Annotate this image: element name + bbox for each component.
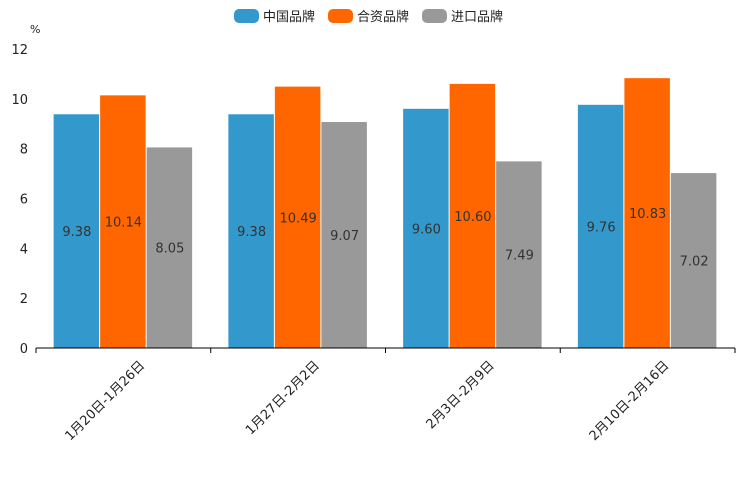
bar-value-label: 7.02 bbox=[680, 255, 709, 270]
bar-value-label: 9.07 bbox=[330, 229, 359, 244]
y-axis-unit-label: % bbox=[30, 23, 40, 36]
bar-value-label: 9.38 bbox=[237, 225, 266, 240]
bar bbox=[228, 114, 274, 348]
y-axis: 0 2 4 6 8 10 12 bbox=[11, 43, 28, 357]
bar-value-label: 10.60 bbox=[454, 210, 491, 225]
bar-value-label: 7.49 bbox=[505, 249, 534, 264]
legend-label[interactable]: 中国品牌 bbox=[263, 9, 315, 25]
y-tick-label: 8 bbox=[20, 143, 28, 158]
x-category-label: 1月27日-2月2日 bbox=[243, 358, 323, 438]
bar-value-label: 9.38 bbox=[62, 225, 91, 240]
bar bbox=[321, 122, 367, 349]
bar bbox=[449, 83, 496, 348]
bar-value-label: 9.76 bbox=[587, 220, 616, 235]
legend-label[interactable]: 合资品牌 bbox=[357, 9, 409, 25]
bar-value-label: 9.60 bbox=[412, 222, 441, 237]
y-tick-label: 6 bbox=[20, 193, 28, 208]
y-tick-label: 2 bbox=[20, 292, 28, 307]
bar bbox=[403, 108, 449, 348]
bars-group: 9.38 10.14 8.05 9.38 10.49 9.07 9.60 10.60 7.49 9… bbox=[53, 78, 717, 349]
legend-swatch[interactable] bbox=[422, 9, 447, 23]
bar-value-label: 10.49 bbox=[280, 211, 317, 226]
y-tick-label: 10 bbox=[11, 93, 28, 108]
bar bbox=[146, 147, 193, 348]
x-category-label: 1月20日-1月26日 bbox=[62, 358, 148, 444]
bar-value-label: 8.05 bbox=[155, 242, 184, 257]
bar bbox=[577, 104, 624, 349]
y-tick-label: 0 bbox=[20, 342, 28, 357]
bar bbox=[53, 114, 100, 348]
bar-value-label: 10.83 bbox=[629, 207, 666, 222]
bar bbox=[496, 161, 542, 348]
bar-value-label: 10.14 bbox=[105, 216, 142, 231]
legend: 中国品牌 合资品牌 进口品牌 bbox=[234, 9, 503, 25]
bar bbox=[274, 86, 321, 348]
x-axis: 1月20日-1月26日 1月27日-2月2日 2月3日-2月9日 2月10日-2月16… bbox=[35, 347, 736, 444]
legend-label[interactable]: 进口品牌 bbox=[451, 9, 503, 25]
x-category-label: 2月3日-2月9日 bbox=[424, 358, 498, 432]
legend-swatch[interactable] bbox=[328, 9, 353, 23]
bar bbox=[100, 95, 146, 348]
bar bbox=[670, 173, 717, 348]
bar bbox=[624, 78, 670, 348]
y-tick-label: 12 bbox=[11, 43, 28, 58]
x-category-label: 2月10日-2月16日 bbox=[587, 358, 673, 444]
legend-swatch[interactable] bbox=[234, 9, 259, 23]
y-tick-label: 4 bbox=[20, 242, 28, 257]
